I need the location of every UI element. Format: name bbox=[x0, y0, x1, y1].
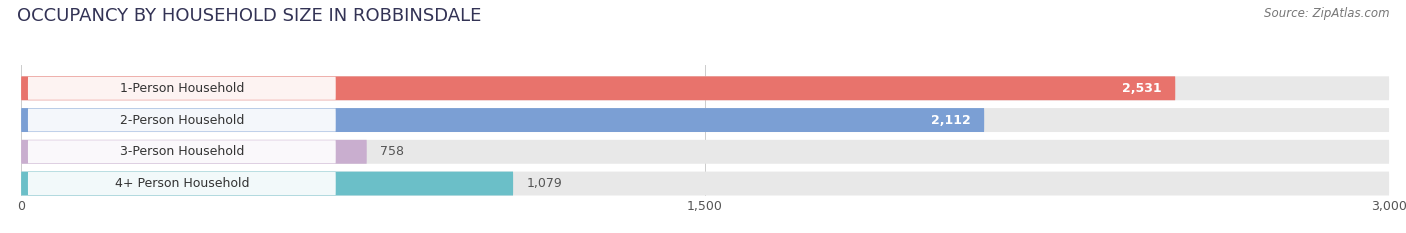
FancyBboxPatch shape bbox=[21, 108, 984, 132]
Text: Source: ZipAtlas.com: Source: ZipAtlas.com bbox=[1264, 7, 1389, 20]
FancyBboxPatch shape bbox=[21, 171, 513, 195]
FancyBboxPatch shape bbox=[28, 109, 336, 132]
FancyBboxPatch shape bbox=[28, 140, 336, 163]
Text: 4+ Person Household: 4+ Person Household bbox=[114, 177, 249, 190]
Text: 2-Person Household: 2-Person Household bbox=[120, 113, 245, 127]
Text: 1-Person Household: 1-Person Household bbox=[120, 82, 245, 95]
FancyBboxPatch shape bbox=[28, 172, 336, 195]
Text: 758: 758 bbox=[381, 145, 405, 158]
FancyBboxPatch shape bbox=[21, 108, 1389, 132]
Text: OCCUPANCY BY HOUSEHOLD SIZE IN ROBBINSDALE: OCCUPANCY BY HOUSEHOLD SIZE IN ROBBINSDA… bbox=[17, 7, 481, 25]
FancyBboxPatch shape bbox=[21, 140, 367, 164]
FancyBboxPatch shape bbox=[28, 77, 336, 100]
Text: 3-Person Household: 3-Person Household bbox=[120, 145, 245, 158]
FancyBboxPatch shape bbox=[21, 76, 1175, 100]
Text: 1,079: 1,079 bbox=[527, 177, 562, 190]
Text: 2,531: 2,531 bbox=[1122, 82, 1161, 95]
FancyBboxPatch shape bbox=[21, 140, 1389, 164]
FancyBboxPatch shape bbox=[21, 76, 1389, 100]
Text: 2,112: 2,112 bbox=[931, 113, 970, 127]
FancyBboxPatch shape bbox=[21, 171, 1389, 195]
